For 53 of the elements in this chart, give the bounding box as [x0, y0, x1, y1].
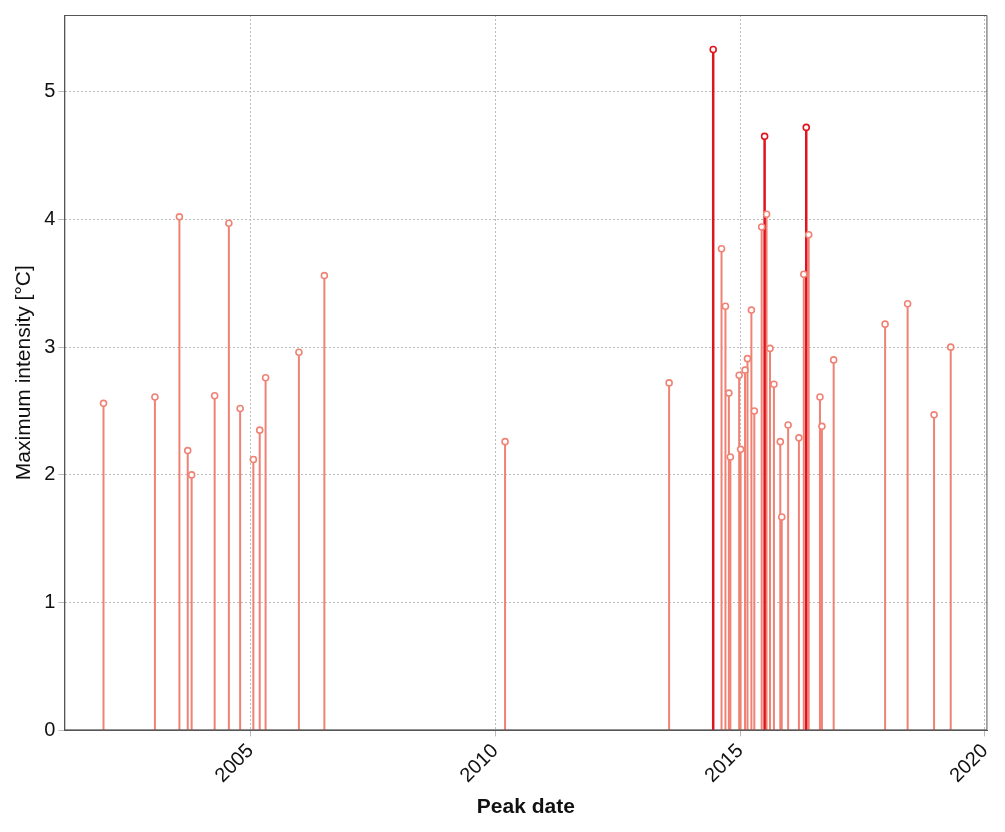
y-tick-label: 3	[44, 334, 56, 357]
y-tick-label: 2	[44, 462, 56, 485]
point	[249, 455, 258, 464]
point	[816, 393, 824, 401]
point	[829, 356, 838, 364]
point	[802, 123, 811, 132]
point	[881, 320, 889, 328]
point	[776, 437, 785, 446]
y-axis-title: Maximum intensity [°C]	[11, 265, 35, 481]
y-tick-label: 0	[44, 717, 56, 740]
point	[501, 437, 509, 446]
point	[747, 306, 756, 314]
point	[255, 426, 264, 434]
point	[320, 271, 329, 280]
point	[800, 270, 808, 279]
point	[295, 348, 303, 357]
point	[770, 380, 778, 388]
point	[175, 213, 184, 221]
point	[99, 399, 108, 408]
point	[777, 513, 786, 521]
point	[795, 434, 803, 442]
point	[743, 354, 752, 363]
point	[736, 445, 745, 454]
point	[930, 411, 938, 419]
point	[717, 244, 726, 253]
y-tick-label: 5	[44, 79, 56, 102]
y-tick-label: 1	[44, 590, 56, 613]
point	[725, 389, 733, 397]
point	[735, 371, 743, 380]
point	[946, 343, 955, 351]
point	[818, 422, 826, 431]
point	[760, 132, 769, 141]
point	[741, 366, 749, 374]
point	[236, 404, 244, 413]
point	[709, 45, 717, 54]
point	[210, 391, 219, 400]
point	[766, 344, 774, 353]
point	[225, 219, 233, 228]
point	[750, 407, 759, 415]
point	[804, 230, 813, 239]
point	[183, 446, 192, 455]
point	[784, 421, 792, 429]
point	[721, 302, 730, 311]
point	[261, 373, 270, 382]
point	[726, 453, 735, 461]
point	[187, 471, 196, 479]
point	[903, 299, 912, 308]
point	[762, 210, 771, 219]
y-tick-label: 4	[44, 206, 56, 229]
x-axis-title: Peak date	[476, 794, 575, 818]
point	[151, 393, 159, 401]
point	[665, 379, 673, 387]
point	[757, 223, 766, 231]
